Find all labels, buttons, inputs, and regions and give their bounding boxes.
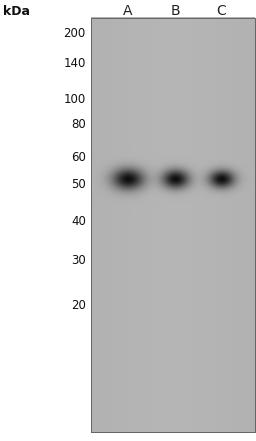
Text: kDa: kDa [3, 4, 29, 18]
Text: C: C [217, 4, 226, 18]
Text: 80: 80 [71, 118, 86, 131]
Text: 50: 50 [71, 178, 86, 191]
Text: 140: 140 [63, 57, 86, 71]
FancyBboxPatch shape [91, 18, 255, 432]
Text: 20: 20 [71, 299, 86, 312]
Text: 60: 60 [71, 151, 86, 164]
Text: 200: 200 [63, 26, 86, 40]
Text: B: B [170, 4, 180, 18]
Text: 30: 30 [71, 254, 86, 267]
Text: A: A [123, 4, 133, 18]
Text: 100: 100 [63, 93, 86, 106]
Text: 40: 40 [71, 215, 86, 228]
